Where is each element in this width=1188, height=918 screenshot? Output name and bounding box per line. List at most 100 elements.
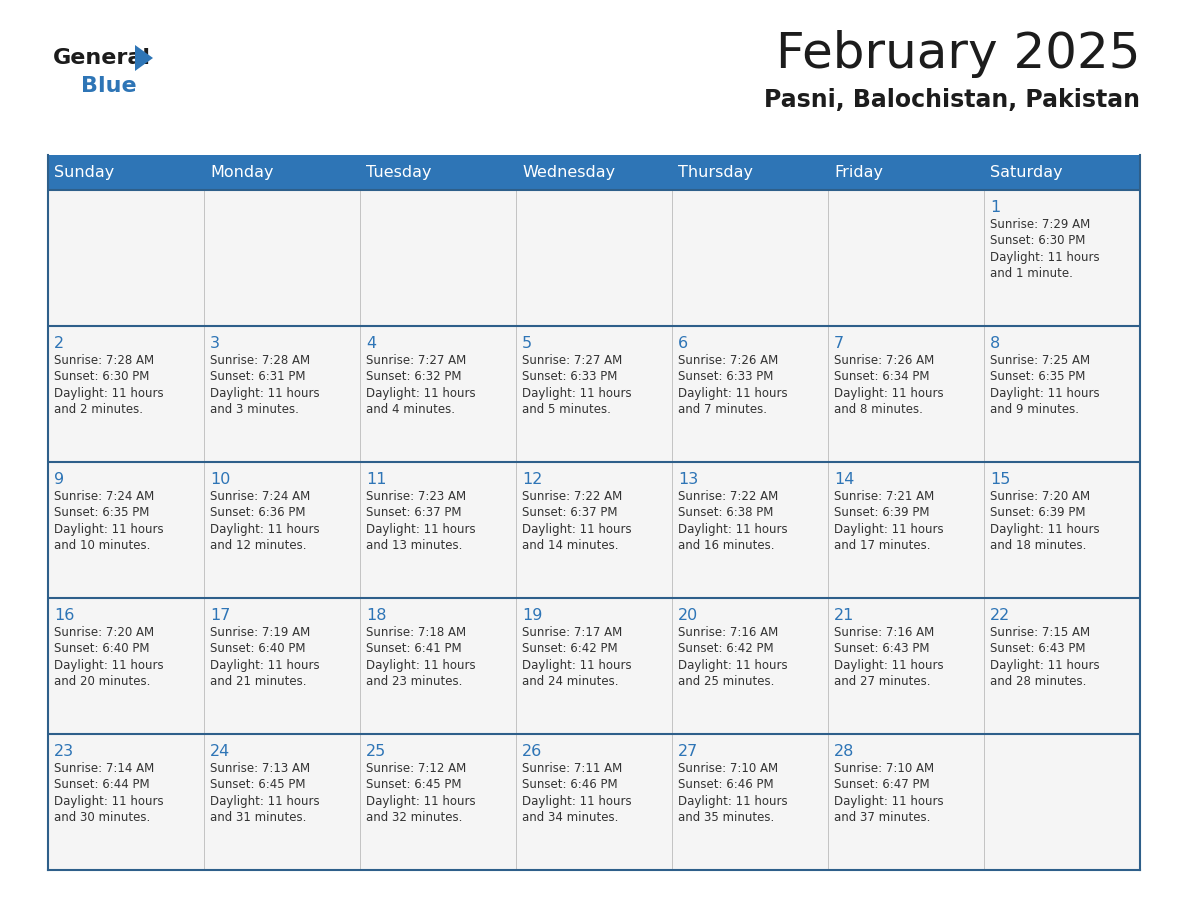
- Text: 26: 26: [523, 744, 543, 758]
- Text: 22: 22: [991, 608, 1011, 622]
- Text: Pasni, Balochistan, Pakistan: Pasni, Balochistan, Pakistan: [764, 88, 1140, 112]
- Text: 25: 25: [366, 744, 386, 758]
- Bar: [984, 326, 1140, 462]
- Bar: [516, 190, 672, 326]
- Text: 23: 23: [55, 744, 75, 758]
- Text: 17: 17: [210, 608, 230, 622]
- Text: Wednesday: Wednesday: [523, 165, 615, 180]
- Text: Sunrise: 7:16 AM
Sunset: 6:42 PM
Daylight: 11 hours
and 25 minutes.: Sunrise: 7:16 AM Sunset: 6:42 PM Dayligh…: [678, 625, 788, 688]
- Text: Sunrise: 7:10 AM
Sunset: 6:47 PM
Daylight: 11 hours
and 37 minutes.: Sunrise: 7:10 AM Sunset: 6:47 PM Dayligh…: [834, 762, 943, 824]
- Text: Sunrise: 7:22 AM
Sunset: 6:38 PM
Daylight: 11 hours
and 16 minutes.: Sunrise: 7:22 AM Sunset: 6:38 PM Dayligh…: [678, 489, 788, 552]
- Bar: [516, 598, 672, 734]
- Text: 10: 10: [210, 472, 230, 487]
- Bar: [984, 190, 1140, 326]
- Bar: [984, 462, 1140, 598]
- Text: Sunrise: 7:13 AM
Sunset: 6:45 PM
Daylight: 11 hours
and 31 minutes.: Sunrise: 7:13 AM Sunset: 6:45 PM Dayligh…: [210, 762, 320, 824]
- Text: 11: 11: [366, 472, 387, 487]
- Bar: [828, 598, 984, 734]
- Text: 5: 5: [523, 335, 532, 351]
- Bar: [48, 598, 204, 734]
- Text: Sunrise: 7:14 AM
Sunset: 6:44 PM
Daylight: 11 hours
and 30 minutes.: Sunrise: 7:14 AM Sunset: 6:44 PM Dayligh…: [55, 762, 164, 824]
- Bar: [204, 326, 360, 462]
- Text: Sunrise: 7:20 AM
Sunset: 6:39 PM
Daylight: 11 hours
and 18 minutes.: Sunrise: 7:20 AM Sunset: 6:39 PM Dayligh…: [991, 489, 1100, 552]
- Text: Sunrise: 7:26 AM
Sunset: 6:33 PM
Daylight: 11 hours
and 7 minutes.: Sunrise: 7:26 AM Sunset: 6:33 PM Dayligh…: [678, 353, 788, 416]
- Text: 24: 24: [210, 744, 230, 758]
- Text: 28: 28: [834, 744, 854, 758]
- Bar: [516, 734, 672, 870]
- Text: 19: 19: [523, 608, 543, 622]
- Text: February 2025: February 2025: [776, 30, 1140, 78]
- Text: 14: 14: [834, 472, 854, 487]
- Text: Sunrise: 7:27 AM
Sunset: 6:33 PM
Daylight: 11 hours
and 5 minutes.: Sunrise: 7:27 AM Sunset: 6:33 PM Dayligh…: [523, 353, 632, 416]
- Bar: [672, 326, 828, 462]
- Bar: [360, 734, 516, 870]
- Text: Sunrise: 7:19 AM
Sunset: 6:40 PM
Daylight: 11 hours
and 21 minutes.: Sunrise: 7:19 AM Sunset: 6:40 PM Dayligh…: [210, 625, 320, 688]
- Text: Sunrise: 7:22 AM
Sunset: 6:37 PM
Daylight: 11 hours
and 14 minutes.: Sunrise: 7:22 AM Sunset: 6:37 PM Dayligh…: [523, 489, 632, 552]
- Text: Sunrise: 7:15 AM
Sunset: 6:43 PM
Daylight: 11 hours
and 28 minutes.: Sunrise: 7:15 AM Sunset: 6:43 PM Dayligh…: [991, 625, 1100, 688]
- Bar: [204, 734, 360, 870]
- Text: 12: 12: [523, 472, 543, 487]
- Text: 4: 4: [366, 335, 377, 351]
- Bar: [48, 155, 1140, 190]
- Text: 13: 13: [678, 472, 699, 487]
- Text: 6: 6: [678, 335, 688, 351]
- Text: Blue: Blue: [81, 76, 137, 96]
- Text: Sunrise: 7:28 AM
Sunset: 6:31 PM
Daylight: 11 hours
and 3 minutes.: Sunrise: 7:28 AM Sunset: 6:31 PM Dayligh…: [210, 353, 320, 416]
- Text: Sunrise: 7:28 AM
Sunset: 6:30 PM
Daylight: 11 hours
and 2 minutes.: Sunrise: 7:28 AM Sunset: 6:30 PM Dayligh…: [55, 353, 164, 416]
- Bar: [48, 190, 204, 326]
- Bar: [672, 462, 828, 598]
- Text: Tuesday: Tuesday: [366, 165, 431, 180]
- Text: Sunrise: 7:12 AM
Sunset: 6:45 PM
Daylight: 11 hours
and 32 minutes.: Sunrise: 7:12 AM Sunset: 6:45 PM Dayligh…: [366, 762, 476, 824]
- Bar: [360, 462, 516, 598]
- Text: 7: 7: [834, 335, 845, 351]
- Text: 27: 27: [678, 744, 699, 758]
- Text: 16: 16: [55, 608, 75, 622]
- Bar: [360, 326, 516, 462]
- Text: 9: 9: [55, 472, 64, 487]
- Bar: [360, 190, 516, 326]
- Text: Sunrise: 7:29 AM
Sunset: 6:30 PM
Daylight: 11 hours
and 1 minute.: Sunrise: 7:29 AM Sunset: 6:30 PM Dayligh…: [991, 218, 1100, 280]
- Text: 3: 3: [210, 335, 220, 351]
- Text: Thursday: Thursday: [678, 165, 753, 180]
- Text: Sunrise: 7:27 AM
Sunset: 6:32 PM
Daylight: 11 hours
and 4 minutes.: Sunrise: 7:27 AM Sunset: 6:32 PM Dayligh…: [366, 353, 476, 416]
- Bar: [48, 734, 204, 870]
- Bar: [828, 190, 984, 326]
- Text: Sunrise: 7:24 AM
Sunset: 6:36 PM
Daylight: 11 hours
and 12 minutes.: Sunrise: 7:24 AM Sunset: 6:36 PM Dayligh…: [210, 489, 320, 552]
- Bar: [672, 190, 828, 326]
- Text: Sunrise: 7:17 AM
Sunset: 6:42 PM
Daylight: 11 hours
and 24 minutes.: Sunrise: 7:17 AM Sunset: 6:42 PM Dayligh…: [523, 625, 632, 688]
- Text: Sunrise: 7:23 AM
Sunset: 6:37 PM
Daylight: 11 hours
and 13 minutes.: Sunrise: 7:23 AM Sunset: 6:37 PM Dayligh…: [366, 489, 476, 552]
- Bar: [984, 598, 1140, 734]
- Text: Sunrise: 7:16 AM
Sunset: 6:43 PM
Daylight: 11 hours
and 27 minutes.: Sunrise: 7:16 AM Sunset: 6:43 PM Dayligh…: [834, 625, 943, 688]
- Text: 20: 20: [678, 608, 699, 622]
- Text: 21: 21: [834, 608, 854, 622]
- Text: Sunday: Sunday: [55, 165, 114, 180]
- Text: Sunrise: 7:26 AM
Sunset: 6:34 PM
Daylight: 11 hours
and 8 minutes.: Sunrise: 7:26 AM Sunset: 6:34 PM Dayligh…: [834, 353, 943, 416]
- Text: 2: 2: [55, 335, 64, 351]
- Text: Sunrise: 7:25 AM
Sunset: 6:35 PM
Daylight: 11 hours
and 9 minutes.: Sunrise: 7:25 AM Sunset: 6:35 PM Dayligh…: [991, 353, 1100, 416]
- Text: Monday: Monday: [210, 165, 273, 180]
- Bar: [204, 598, 360, 734]
- Text: General: General: [53, 48, 151, 68]
- Text: Sunrise: 7:24 AM
Sunset: 6:35 PM
Daylight: 11 hours
and 10 minutes.: Sunrise: 7:24 AM Sunset: 6:35 PM Dayligh…: [55, 489, 164, 552]
- Bar: [672, 598, 828, 734]
- Text: Friday: Friday: [834, 165, 883, 180]
- Bar: [828, 326, 984, 462]
- Bar: [516, 462, 672, 598]
- Bar: [828, 462, 984, 598]
- Polygon shape: [135, 45, 153, 71]
- Bar: [360, 598, 516, 734]
- Bar: [828, 734, 984, 870]
- Bar: [672, 734, 828, 870]
- Text: Sunrise: 7:18 AM
Sunset: 6:41 PM
Daylight: 11 hours
and 23 minutes.: Sunrise: 7:18 AM Sunset: 6:41 PM Dayligh…: [366, 625, 476, 688]
- Text: Sunrise: 7:21 AM
Sunset: 6:39 PM
Daylight: 11 hours
and 17 minutes.: Sunrise: 7:21 AM Sunset: 6:39 PM Dayligh…: [834, 489, 943, 552]
- Text: 18: 18: [366, 608, 387, 622]
- Bar: [48, 462, 204, 598]
- Text: Sunrise: 7:11 AM
Sunset: 6:46 PM
Daylight: 11 hours
and 34 minutes.: Sunrise: 7:11 AM Sunset: 6:46 PM Dayligh…: [523, 762, 632, 824]
- Bar: [48, 326, 204, 462]
- Text: Saturday: Saturday: [991, 165, 1063, 180]
- Text: 8: 8: [991, 335, 1000, 351]
- Text: 1: 1: [991, 199, 1000, 215]
- Bar: [984, 734, 1140, 870]
- Text: Sunrise: 7:20 AM
Sunset: 6:40 PM
Daylight: 11 hours
and 20 minutes.: Sunrise: 7:20 AM Sunset: 6:40 PM Dayligh…: [55, 625, 164, 688]
- Bar: [204, 190, 360, 326]
